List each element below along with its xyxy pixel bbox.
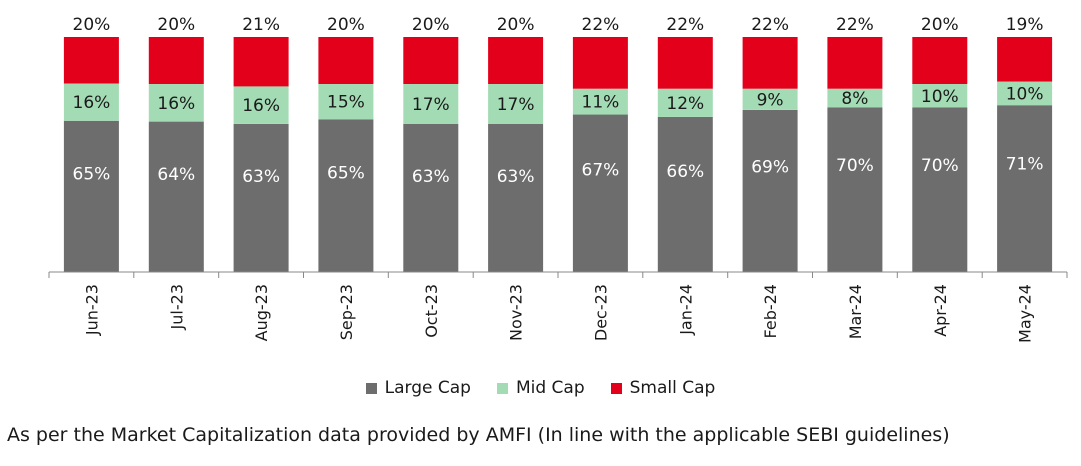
bar-segment-small-cap-dec-23 bbox=[572, 37, 628, 89]
bar-segment-small-cap-sep-23 bbox=[318, 37, 374, 84]
bar-segment-large-cap-jun-23 bbox=[63, 120, 119, 272]
data-label-small-cap-mar-24: 22% bbox=[836, 15, 874, 35]
bar-segment-large-cap-jul-23 bbox=[148, 121, 204, 272]
data-label-large-cap-oct-23: 63% bbox=[412, 167, 450, 187]
data-label-mid-cap-jan-24: 12% bbox=[666, 94, 704, 114]
bar-segment-large-cap-feb-24 bbox=[742, 109, 798, 273]
data-label-large-cap-jun-23: 65% bbox=[73, 165, 111, 185]
x-tick-label-sep-23: Sep-23 bbox=[337, 284, 356, 340]
legend-item-mid-cap: Mid Cap bbox=[496, 378, 585, 398]
data-label-small-cap-may-24: 19% bbox=[1006, 15, 1044, 35]
data-label-small-cap-jul-23: 20% bbox=[157, 15, 195, 35]
bar-segment-large-cap-sep-23 bbox=[318, 119, 374, 273]
data-label-mid-cap-may-24: 10% bbox=[1006, 84, 1044, 104]
legend-item-small-cap: Small Cap bbox=[610, 378, 716, 398]
data-label-large-cap-sep-23: 65% bbox=[327, 164, 365, 184]
data-label-mid-cap-nov-23: 17% bbox=[497, 95, 535, 115]
bar-segment-large-cap-mar-24 bbox=[827, 107, 883, 272]
data-label-small-cap-jan-24: 22% bbox=[666, 15, 704, 35]
bar-segment-mid-cap-oct-23 bbox=[403, 84, 459, 124]
data-label-small-cap-oct-23: 20% bbox=[412, 15, 450, 35]
bar-segment-small-cap-jul-23 bbox=[148, 37, 204, 84]
bar-segment-mid-cap-apr-24 bbox=[912, 84, 968, 108]
legend-label-small-cap: Small Cap bbox=[629, 378, 716, 398]
bar-segment-large-cap-apr-24 bbox=[912, 107, 968, 272]
data-label-small-cap-aug-23: 21% bbox=[242, 15, 280, 35]
bar-segment-large-cap-oct-23 bbox=[403, 123, 459, 273]
bars-layer bbox=[63, 37, 1053, 273]
bar-segment-small-cap-mar-24 bbox=[827, 37, 883, 89]
bar-segment-mid-cap-jun-23 bbox=[63, 83, 119, 121]
data-label-large-cap-mar-24: 70% bbox=[836, 156, 874, 176]
data-label-large-cap-apr-24: 70% bbox=[921, 156, 959, 176]
data-label-large-cap-jul-23: 64% bbox=[157, 165, 195, 185]
x-tick-label-feb-24: Feb-24 bbox=[761, 284, 780, 338]
x-tick-label-jul-23: Jul-23 bbox=[167, 284, 186, 330]
legend-label-large-cap: Large Cap bbox=[384, 378, 471, 398]
x-tick-label-may-24: May-24 bbox=[1016, 284, 1035, 343]
data-label-mid-cap-mar-24: 8% bbox=[841, 89, 868, 109]
data-label-large-cap-feb-24: 69% bbox=[751, 158, 789, 178]
legend: Large Cap Mid Cap Small Cap bbox=[0, 378, 1081, 398]
x-tick-label-apr-24: Apr-24 bbox=[931, 284, 950, 337]
bar-segment-small-cap-nov-23 bbox=[488, 37, 544, 84]
bar-segment-small-cap-jan-24 bbox=[657, 37, 713, 89]
legend-label-mid-cap: Mid Cap bbox=[515, 378, 585, 398]
bar-segment-large-cap-jan-24 bbox=[657, 116, 713, 273]
bar-segment-large-cap-aug-23 bbox=[233, 123, 289, 273]
data-label-large-cap-dec-23: 67% bbox=[582, 161, 620, 181]
data-label-mid-cap-dec-23: 11% bbox=[582, 93, 620, 113]
bar-segment-large-cap-nov-23 bbox=[488, 123, 544, 273]
footnote: As per the Market Capitalization data pr… bbox=[7, 424, 950, 446]
data-label-small-cap-nov-23: 20% bbox=[497, 15, 535, 35]
x-tick-label-jun-23: Jun-23 bbox=[82, 284, 101, 336]
data-label-mid-cap-oct-23: 17% bbox=[412, 95, 450, 115]
legend-swatch-small-cap bbox=[610, 382, 622, 394]
x-axis: Jun-23 Jul-23 Aug-23 Sep-23 Oct-23 Nov-23 Dec-… bbox=[48, 271, 1068, 343]
bar-segment-mid-cap-aug-23 bbox=[233, 86, 289, 124]
x-tick-label-nov-23: Nov-23 bbox=[507, 284, 526, 341]
legend-swatch-mid-cap bbox=[496, 382, 508, 394]
data-label-small-cap-dec-23: 22% bbox=[582, 15, 620, 35]
data-labels-layer: 65% 16% 20% 64% 16% 20% 63% 16% 21% 65% 15% 20% 63% 1… bbox=[73, 15, 1044, 187]
legend-item-large-cap: Large Cap bbox=[365, 378, 471, 398]
data-label-mid-cap-apr-24: 10% bbox=[921, 87, 959, 107]
bar-segment-mid-cap-jul-23 bbox=[148, 84, 204, 122]
x-tick-label-dec-23: Dec-23 bbox=[591, 284, 610, 341]
data-label-mid-cap-jun-23: 16% bbox=[73, 93, 111, 113]
bar-segment-large-cap-may-24 bbox=[997, 105, 1053, 272]
bar-segment-mid-cap-dec-23 bbox=[572, 88, 628, 115]
data-label-large-cap-aug-23: 63% bbox=[242, 167, 280, 187]
bar-segment-large-cap-dec-23 bbox=[572, 114, 628, 272]
data-label-mid-cap-feb-24: 9% bbox=[757, 90, 784, 110]
x-tick-label-jan-24: Jan-24 bbox=[676, 284, 695, 336]
data-label-large-cap-may-24: 71% bbox=[1006, 155, 1044, 175]
bar-segment-mid-cap-feb-24 bbox=[742, 88, 798, 110]
data-label-small-cap-sep-23: 20% bbox=[327, 15, 365, 35]
bar-segment-mid-cap-mar-24 bbox=[827, 88, 883, 108]
bar-segment-small-cap-may-24 bbox=[997, 37, 1053, 82]
data-label-small-cap-apr-24: 20% bbox=[921, 15, 959, 35]
bar-segment-mid-cap-sep-23 bbox=[318, 84, 374, 120]
data-label-mid-cap-aug-23: 16% bbox=[242, 96, 280, 116]
bar-segment-small-cap-jun-23 bbox=[63, 37, 119, 84]
data-label-mid-cap-sep-23: 15% bbox=[327, 93, 365, 113]
data-label-large-cap-jan-24: 66% bbox=[666, 162, 704, 182]
x-tick-label-aug-23: Aug-23 bbox=[252, 284, 271, 341]
bar-segment-small-cap-aug-23 bbox=[233, 37, 289, 87]
bar-segment-small-cap-feb-24 bbox=[742, 37, 798, 89]
bar-segment-small-cap-oct-23 bbox=[403, 37, 459, 84]
data-label-small-cap-feb-24: 22% bbox=[751, 15, 789, 35]
legend-swatch-large-cap bbox=[365, 382, 377, 394]
data-label-large-cap-nov-23: 63% bbox=[497, 167, 535, 187]
bar-segment-mid-cap-may-24 bbox=[997, 81, 1053, 106]
bar-segment-mid-cap-jan-24 bbox=[657, 88, 713, 117]
bar-segment-mid-cap-nov-23 bbox=[488, 84, 544, 124]
data-label-small-cap-jun-23: 20% bbox=[73, 15, 111, 35]
data-label-mid-cap-jul-23: 16% bbox=[157, 94, 195, 114]
bar-segment-small-cap-apr-24 bbox=[912, 37, 968, 84]
x-tick-label-mar-24: Mar-24 bbox=[846, 284, 865, 339]
stacked-bar-chart: 65% 16% 20% 64% 16% 20% 63% 16% 21% 65% 15% 20% 63% 1… bbox=[48, 15, 1068, 343]
x-tick-label-oct-23: Oct-23 bbox=[422, 284, 441, 338]
